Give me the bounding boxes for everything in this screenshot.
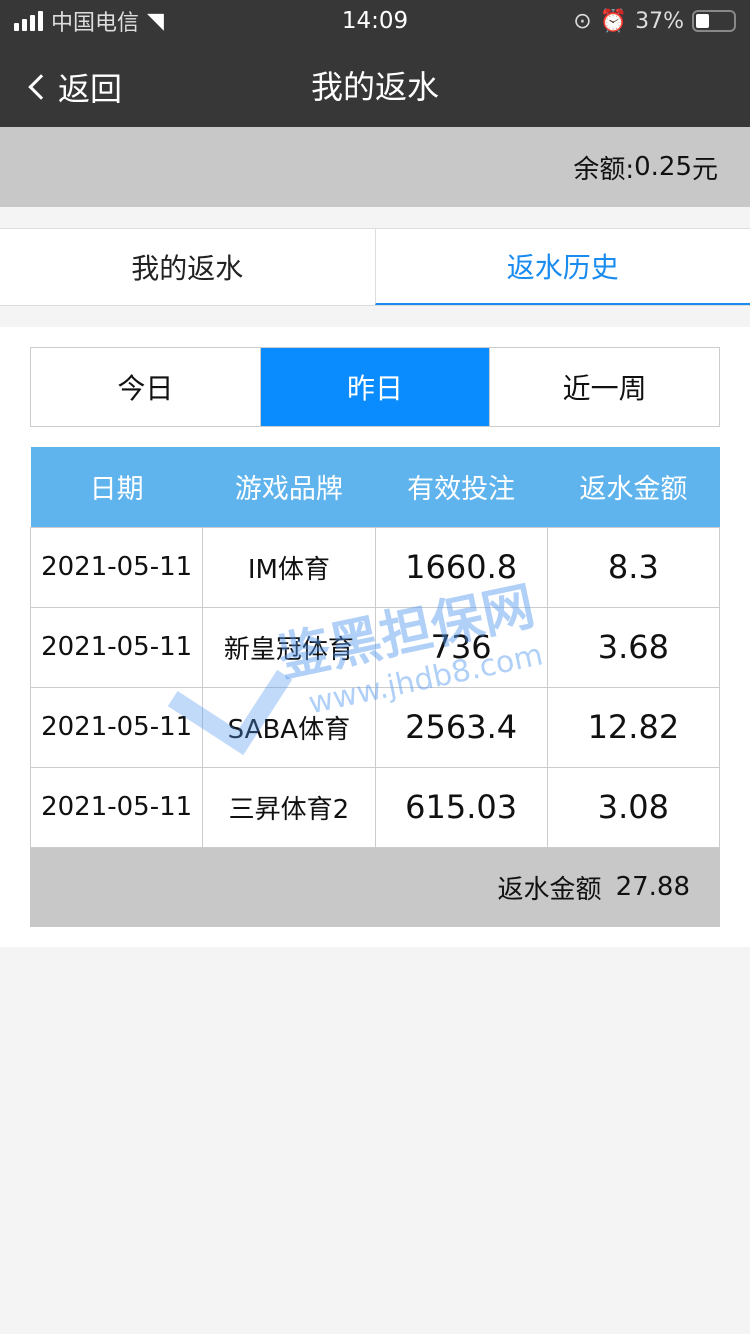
back-label: 返回 [58, 70, 123, 108]
rotation-lock-icon: ⊙ [573, 8, 592, 34]
tab-my-rebate[interactable]: 我的返水 [131, 252, 244, 285]
balance-value: 0.25 [634, 152, 692, 182]
signal-icon [14, 11, 43, 31]
battery-percent: 37% [635, 8, 684, 34]
table-cell: IM体育 [202, 526, 376, 608]
table-cell: 1660.8 [374, 526, 548, 608]
column-header: 游戏品牌 [202, 447, 375, 527]
total-label: 返水金额 [497, 874, 602, 905]
carrier: 中国电信 [51, 11, 140, 36]
total-value: 27.88 [615, 872, 690, 902]
balance-unit: 元 [691, 154, 718, 185]
table-cell: 2021-05-11 [29, 526, 204, 608]
period-selector: 今日 昨日 近一周 [30, 347, 720, 427]
table-cell: 2021-05-11 [29, 686, 204, 768]
table-cell: 2021-05-11 [29, 766, 204, 848]
rebate-table: 日期 游戏品牌 有效投注 返水金额 2021-05-11 IM体育 1660.8 8.… [29, 447, 721, 848]
table-cell: SABA体育 [202, 686, 376, 768]
tabs: 我的返水 返水历史 [0, 228, 750, 306]
table-cell: 736 [374, 606, 548, 688]
table-cell: 2563.4 [374, 686, 548, 768]
balance-label: 余额: [573, 154, 635, 185]
total-row: 返水金额 27.88 [30, 847, 720, 927]
table-cell: 3.08 [546, 766, 721, 848]
battery-icon [692, 10, 736, 32]
nav-bar: 返回 我的返水 [0, 42, 750, 127]
column-header: 返水金额 [547, 447, 720, 527]
header: 中国电信 ◥ 14:09 ⊙ ⏰ 37% 返回 我的返水 [0, 0, 750, 127]
table-cell: 615.03 [374, 766, 548, 848]
page-title: 我的返水 [310, 67, 439, 106]
table-cell: 新皇冠体育 [202, 606, 376, 688]
alarm-icon: ⏰ [599, 8, 628, 34]
table-cell: 3.68 [546, 606, 721, 688]
table-cell: 8.3 [546, 526, 721, 608]
table-cell: 2021-05-11 [29, 606, 204, 688]
table-cell: 12.82 [546, 686, 721, 768]
history-panel: 今日 昨日 近一周 日期 游戏品牌 有效投注 返水金额 2021-05-11 IM… [0, 327, 750, 947]
wifi-icon: ◥ [147, 8, 164, 34]
tab-rebate-history[interactable]: 返水历史 [374, 229, 750, 305]
back-button[interactable]: 返回 [24, 64, 122, 110]
table-row: 2021-05-11 三昇体育2 615.03 3.08 [29, 766, 721, 848]
column-header: 日期 [30, 447, 203, 527]
table-row: 2021-05-11 SABA体育 2563.4 12.82 [29, 686, 721, 768]
balance-bar: 余额: 0.25 元 [0, 127, 750, 207]
period-today[interactable]: 今日 [117, 372, 174, 405]
table-row: 2021-05-11 新皇冠体育 736 3.68 [29, 606, 721, 688]
status-bar: 中国电信 ◥ 14:09 ⊙ ⏰ 37% [0, 0, 750, 42]
period-yesterday[interactable]: 昨日 [259, 348, 490, 426]
chevron-left-icon [28, 74, 54, 100]
column-header: 有效投注 [375, 447, 548, 527]
table-cell: 三昇体育2 [202, 766, 376, 848]
period-week[interactable]: 近一周 [489, 348, 719, 426]
table-row: 2021-05-11 IM体育 1660.8 8.3 [29, 526, 721, 608]
